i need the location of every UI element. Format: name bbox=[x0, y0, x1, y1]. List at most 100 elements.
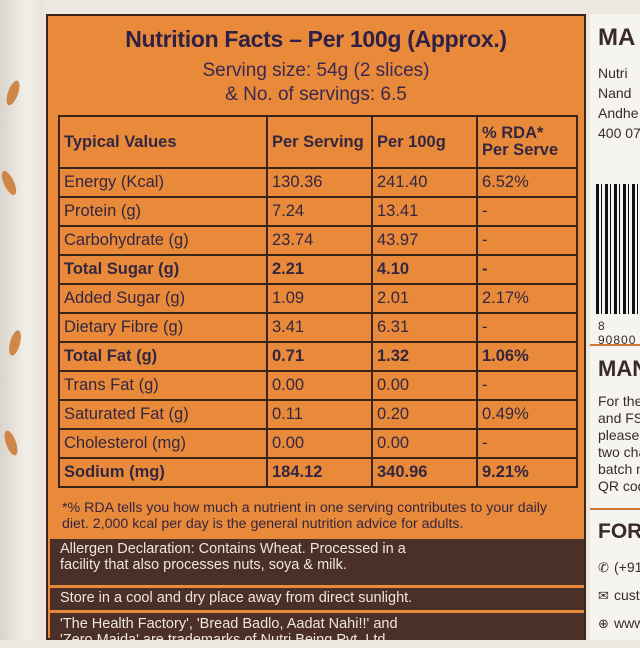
nutrient-name: Total Fat (g) bbox=[58, 341, 268, 372]
per-serving-value: 184.12 bbox=[266, 457, 373, 488]
rda-value: - bbox=[476, 254, 578, 285]
marketed-by-heading: MA bbox=[598, 24, 636, 51]
per-serving-value: 2.21 bbox=[266, 254, 373, 285]
wheat-leaf-decoration bbox=[0, 169, 20, 197]
barcode-number: 8 90800 bbox=[598, 319, 637, 347]
rda-value: 9.21% bbox=[476, 457, 578, 488]
per-100g-value: 43.97 bbox=[371, 225, 478, 256]
nutrient-name: Protein (g) bbox=[58, 196, 268, 227]
column-header: Per 100g bbox=[371, 115, 478, 169]
serving-size: Serving size: 54g (2 slices) bbox=[202, 60, 430, 81]
column-header: % RDA* Per Serve bbox=[476, 115, 578, 169]
table-row: Sodium (mg) 184.12 340.96 9.21% bbox=[58, 457, 578, 488]
per-serving-value: 130.36 bbox=[266, 167, 373, 198]
address-line: Nutri bbox=[598, 65, 628, 81]
column-header: Per Serving bbox=[266, 115, 373, 169]
wheat-leaf-decoration bbox=[1, 429, 21, 457]
globe-icon: ⊕ bbox=[598, 616, 609, 631]
manufacturer-line: batch no. bbox=[598, 461, 640, 477]
per-serving-value: 7.24 bbox=[266, 196, 373, 227]
nutrient-name: Added Sugar (g) bbox=[58, 283, 268, 314]
per-100g-value: 4.10 bbox=[371, 254, 478, 285]
nutrition-title: Nutrition Facts – Per 100g (Approx.) bbox=[125, 26, 507, 52]
nutrition-table: Typical Values Per Serving Per 100g % RD… bbox=[58, 115, 578, 488]
table-header-row: Typical Values Per Serving Per 100g % RD… bbox=[58, 115, 578, 169]
rda-footnote: *% RDA tells you how much a nutrient in … bbox=[62, 500, 547, 532]
servings-count: & No. of servings: 6.5 bbox=[225, 84, 407, 105]
table-row: Carbohydrate (g) 23.74 43.97 - bbox=[58, 225, 578, 256]
rda-value: - bbox=[476, 312, 578, 343]
phone-icon: ✆ bbox=[598, 560, 609, 575]
per-serving-value: 0.71 bbox=[266, 341, 373, 372]
per-serving-value: 0.00 bbox=[266, 428, 373, 459]
per-100g-value: 340.96 bbox=[371, 457, 478, 488]
per-serving-value: 3.41 bbox=[266, 312, 373, 343]
storage-instruction: Store in a cool and dry place away from … bbox=[50, 588, 584, 610]
per-serving-value: 23.74 bbox=[266, 225, 373, 256]
allergen-line: Allergen Declaration: Contains Wheat. Pr… bbox=[60, 541, 406, 557]
manufacturer-line: two chara bbox=[598, 444, 640, 460]
phone-number: (+91) 976 bbox=[614, 559, 640, 575]
per-100g-value: 13.41 bbox=[371, 196, 478, 227]
rda-value: - bbox=[476, 196, 578, 227]
trademark-line: 'The Health Factory', 'Bread Badlo, Aada… bbox=[60, 616, 398, 632]
nutrient-name: Cholesterol (mg) bbox=[58, 428, 268, 459]
nutrient-name: Saturated Fat (g) bbox=[58, 399, 268, 430]
nutrient-name: Carbohydrate (g) bbox=[58, 225, 268, 256]
nutrient-name: Total Sugar (g) bbox=[58, 254, 268, 285]
table-row: Total Sugar (g) 2.21 4.10 - bbox=[58, 254, 578, 285]
manufacturer-heading: MANU bbox=[598, 356, 640, 381]
address-line: Andhe bbox=[598, 105, 639, 121]
wheat-leaf-decoration bbox=[3, 79, 23, 107]
per-100g-value: 6.31 bbox=[371, 312, 478, 343]
allergen-declaration: Allergen Declaration: Contains Wheat. Pr… bbox=[50, 539, 584, 585]
address-line: 400 07 bbox=[598, 125, 640, 141]
table-row: Saturated Fat (g) 0.11 0.20 0.49% bbox=[58, 399, 578, 430]
table-row: Cholesterol (mg) 0.00 0.00 - bbox=[58, 428, 578, 459]
rda-value: 1.06% bbox=[476, 341, 578, 372]
rda-value: - bbox=[476, 225, 578, 256]
rda-value: - bbox=[476, 370, 578, 401]
nutrition-facts-panel: Nutrition Facts – Per 100g (Approx.) Ser… bbox=[46, 14, 586, 648]
rda-value: 0.49% bbox=[476, 399, 578, 430]
per-100g-value: 2.01 bbox=[371, 283, 478, 314]
trademark-line: 'Zero Maida' are trademarks of Nutri Bei… bbox=[60, 632, 390, 648]
table-row: Trans Fat (g) 0.00 0.00 - bbox=[58, 370, 578, 401]
column-header: Typical Values bbox=[58, 115, 268, 169]
manufacturer-line: please ret bbox=[598, 427, 640, 443]
nutrient-name: Energy (Kcal) bbox=[58, 167, 268, 198]
per-100g-value: 0.00 bbox=[371, 428, 478, 459]
rda-value: - bbox=[476, 428, 578, 459]
table-row: Energy (Kcal) 130.36 241.40 6.52% bbox=[58, 167, 578, 198]
per-serving-value: 0.00 bbox=[266, 370, 373, 401]
per-serving-value: 1.09 bbox=[266, 283, 373, 314]
manufacturer-line: For the u bbox=[598, 393, 640, 409]
per-100g-value: 241.40 bbox=[371, 167, 478, 198]
nutrient-name: Sodium (mg) bbox=[58, 457, 268, 488]
table-row: Dietary Fibre (g) 3.41 6.31 - bbox=[58, 312, 578, 343]
per-100g-value: 1.32 bbox=[371, 341, 478, 372]
manufacturer-line: and FSSA bbox=[598, 410, 640, 426]
package-left-edge bbox=[0, 0, 44, 640]
divider bbox=[590, 508, 640, 510]
table-row: Added Sugar (g) 1.09 2.01 2.17% bbox=[58, 283, 578, 314]
per-100g-value: 0.20 bbox=[371, 399, 478, 430]
feedback-heading: FOR FI bbox=[598, 520, 640, 543]
email-icon: ✉ bbox=[598, 588, 609, 603]
nutrient-name: Trans Fat (g) bbox=[58, 370, 268, 401]
allergen-line: facility that also processes nuts, soya … bbox=[60, 557, 347, 573]
website: www.thel bbox=[614, 615, 640, 631]
email-address: custome bbox=[614, 587, 640, 603]
package-side-panel: MA Nutri Nand Andhe 400 07 8 90800 MANU … bbox=[590, 14, 640, 640]
per-serving-value: 0.11 bbox=[266, 399, 373, 430]
storage-line: Store in a cool and dry place away from … bbox=[60, 590, 413, 606]
per-100g-value: 0.00 bbox=[371, 370, 478, 401]
table-row: Total Fat (g) 0.71 1.32 1.06% bbox=[58, 341, 578, 372]
trademark-notice: 'The Health Factory', 'Bread Badlo, Aada… bbox=[50, 613, 584, 648]
nutrient-name: Dietary Fibre (g) bbox=[58, 312, 268, 343]
rda-value: 2.17% bbox=[476, 283, 578, 314]
barcode bbox=[596, 184, 640, 314]
divider bbox=[590, 344, 640, 346]
rda-value: 6.52% bbox=[476, 167, 578, 198]
wheat-leaf-decoration bbox=[6, 329, 24, 357]
